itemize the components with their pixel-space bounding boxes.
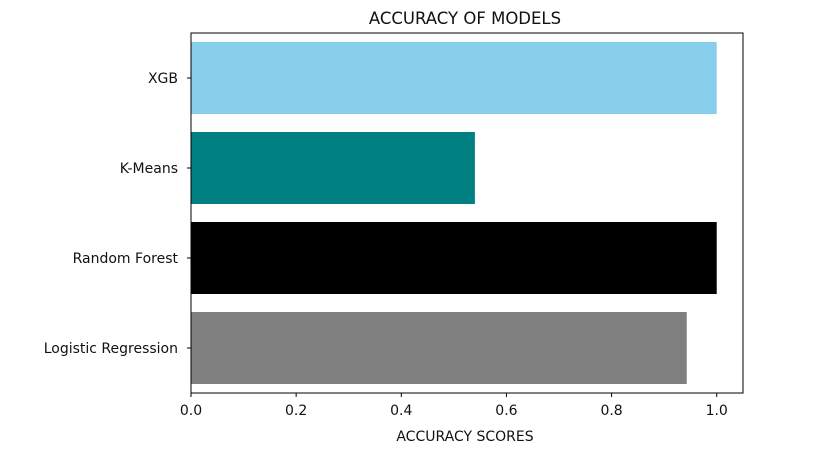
y-tick-label-random-forest: Random Forest bbox=[73, 251, 179, 267]
x-axis-ticks: 0.0 0.2 0.4 0.6 0.8 1.0 bbox=[180, 393, 728, 419]
x-tick-label-0: 0.0 bbox=[180, 403, 202, 419]
x-axis-title: ACCURACY SCORES bbox=[396, 429, 533, 445]
bar-k-means bbox=[191, 132, 475, 204]
x-tick-label-3: 0.6 bbox=[495, 403, 517, 419]
chart-title: ACCURACY OF MODELS bbox=[369, 9, 561, 28]
bar-xgb bbox=[191, 42, 717, 114]
y-axis-ticks: XGB K-Means Random Forest Logistic Regressi… bbox=[44, 71, 191, 357]
bars-layer bbox=[191, 42, 717, 384]
plot-frame bbox=[190, 32, 744, 394]
x-tick-label-4: 0.8 bbox=[600, 403, 622, 419]
x-tick-label-1: 0.2 bbox=[285, 403, 307, 419]
y-tick-label-k-means: K-Means bbox=[120, 161, 178, 177]
y-tick-label-xgb: XGB bbox=[148, 71, 178, 87]
y-tick-label-logistic-regression: Logistic Regression bbox=[44, 341, 178, 357]
bar-random-forest bbox=[191, 222, 717, 294]
x-tick-label-5: 1.0 bbox=[706, 403, 728, 419]
bar-logistic-regression bbox=[191, 312, 687, 384]
x-tick-label-2: 0.4 bbox=[390, 403, 412, 419]
